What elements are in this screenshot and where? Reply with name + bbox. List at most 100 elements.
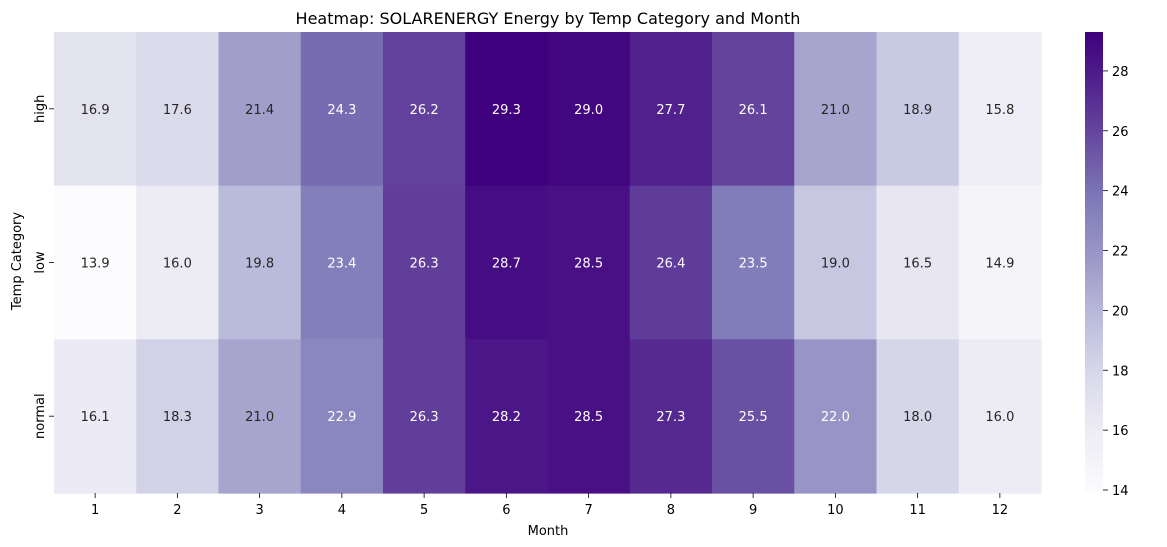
heatmap-cell (712, 32, 795, 187)
cell-value-label: 23.4 (327, 257, 356, 272)
cell-value-label: 28.5 (574, 257, 603, 272)
heatmap-cell (876, 339, 960, 494)
heatmap-cell (712, 185, 795, 340)
colorbar-tick-label: 14 (1112, 484, 1129, 499)
heatmap-cell (136, 185, 220, 340)
cell-value-label: 16.1 (81, 410, 110, 425)
cell-value-label: 28.2 (492, 410, 521, 425)
heatmap-cell (54, 32, 137, 187)
heatmap-cell (629, 185, 713, 340)
x-tick-label: 4 (338, 503, 346, 518)
y-tick-label: normal (33, 393, 48, 439)
x-axis: 1 2 3 4 5 6 7 8 9 10 11 12 (91, 493, 1008, 518)
heatmap-cell (218, 185, 302, 340)
cell-value-label: 23.5 (739, 257, 768, 272)
cell-value-label: 16.9 (81, 103, 110, 118)
heatmap-cell (876, 185, 960, 340)
heatmap-cell (136, 32, 220, 187)
heatmap-cell (136, 339, 220, 494)
colorbar-tick-label: 20 (1112, 304, 1129, 319)
cell-value-label: 27.7 (656, 103, 685, 118)
heatmap-cell (300, 185, 384, 340)
heatmap-cell (54, 339, 137, 494)
colorbar-tick-label: 18 (1112, 364, 1129, 379)
cell-value-label: 27.3 (656, 410, 685, 425)
cell-value-label: 14.9 (985, 257, 1014, 272)
colorbar-tick-label: 16 (1112, 424, 1129, 439)
heatmap-cell (300, 32, 384, 187)
heatmap-cell (958, 185, 1042, 340)
heatmap-cell (547, 32, 631, 187)
y-axis: high low normal (33, 95, 54, 439)
heatmap-cell (958, 339, 1042, 494)
heatmap-cell (383, 339, 466, 494)
y-tick-label: high (33, 95, 48, 123)
cell-value-label: 19.8 (245, 257, 274, 272)
cell-value-label: 26.1 (739, 103, 768, 118)
cell-value-label: 22.9 (327, 410, 356, 425)
colorbar-tick-label: 28 (1112, 65, 1129, 80)
heatmap-cell (958, 32, 1042, 187)
chart-title: Heatmap: SOLARENERGY Energy by Temp Cate… (296, 9, 801, 28)
cell-value-label: 13.9 (81, 257, 110, 272)
heatmap-cell (383, 32, 466, 187)
heatmap-cell (547, 185, 631, 340)
cell-value-label: 29.0 (574, 103, 603, 118)
x-tick-label: 12 (992, 503, 1009, 518)
heatmap-cell (465, 185, 549, 340)
heatmap-cell (218, 32, 302, 187)
heatmap-cell (218, 339, 302, 494)
cell-value-label: 22.0 (821, 410, 850, 425)
heatmap-cell (465, 339, 549, 494)
cell-value-label: 19.0 (821, 257, 850, 272)
x-tick-label: 2 (173, 503, 181, 518)
heatmap-cell (383, 185, 466, 340)
heatmap-cell (547, 339, 631, 494)
cell-value-label: 18.0 (903, 410, 932, 425)
x-axis-label: Month (528, 524, 569, 539)
cell-value-label: 21.0 (245, 410, 274, 425)
x-tick-label: 11 (909, 503, 926, 518)
heatmap-cell (876, 32, 960, 187)
cell-value-label: 21.4 (245, 103, 274, 118)
heatmap-cell (465, 32, 549, 187)
cell-value-label: 26.3 (410, 410, 439, 425)
x-tick-label: 7 (584, 503, 592, 518)
x-tick-label: 3 (255, 503, 263, 518)
heatmap-cell (794, 32, 878, 187)
cell-value-label: 26.3 (410, 257, 439, 272)
cell-value-label: 16.0 (163, 257, 192, 272)
cell-value-label: 26.2 (410, 103, 439, 118)
y-tick-label: low (33, 251, 48, 274)
x-tick-label: 10 (827, 503, 844, 518)
y-axis-label: Temp Category (10, 212, 25, 311)
colorbar-ticks: 14 16 18 20 22 24 26 28 (1103, 65, 1129, 499)
x-tick-label: 8 (667, 503, 675, 518)
x-tick-label: 5 (420, 503, 428, 518)
cell-value-label: 18.9 (903, 103, 932, 118)
cell-value-label: 28.7 (492, 257, 521, 272)
cell-value-label: 16.5 (903, 257, 932, 272)
colorbar-tick-label: 22 (1112, 245, 1129, 260)
x-tick-label: 9 (749, 503, 757, 518)
heatmap-cell (54, 185, 137, 340)
cell-value-label: 15.8 (985, 103, 1014, 118)
colorbar-tick-label: 24 (1112, 185, 1129, 200)
cell-value-label: 28.5 (574, 410, 603, 425)
x-tick-label: 6 (502, 503, 510, 518)
heatmap-cell (300, 339, 384, 494)
cell-value-label: 21.0 (821, 103, 850, 118)
cell-value-label: 16.0 (985, 410, 1014, 425)
cell-value-label: 29.3 (492, 103, 521, 118)
colorbar (1085, 32, 1103, 493)
heatmap-cells: 16.9 17.6 21.4 24.3 26.2 29.3 29.0 27.7 26.1 21.0… (54, 32, 1042, 494)
heatmap-cell (794, 185, 878, 340)
cell-value-label: 18.3 (163, 410, 192, 425)
x-tick-label: 1 (91, 503, 99, 518)
colorbar-tick-label: 26 (1112, 125, 1129, 140)
cell-value-label: 25.5 (739, 410, 768, 425)
heatmap-cell (629, 339, 713, 494)
cell-value-label: 26.4 (656, 257, 685, 272)
heatmap-cell (629, 32, 713, 187)
